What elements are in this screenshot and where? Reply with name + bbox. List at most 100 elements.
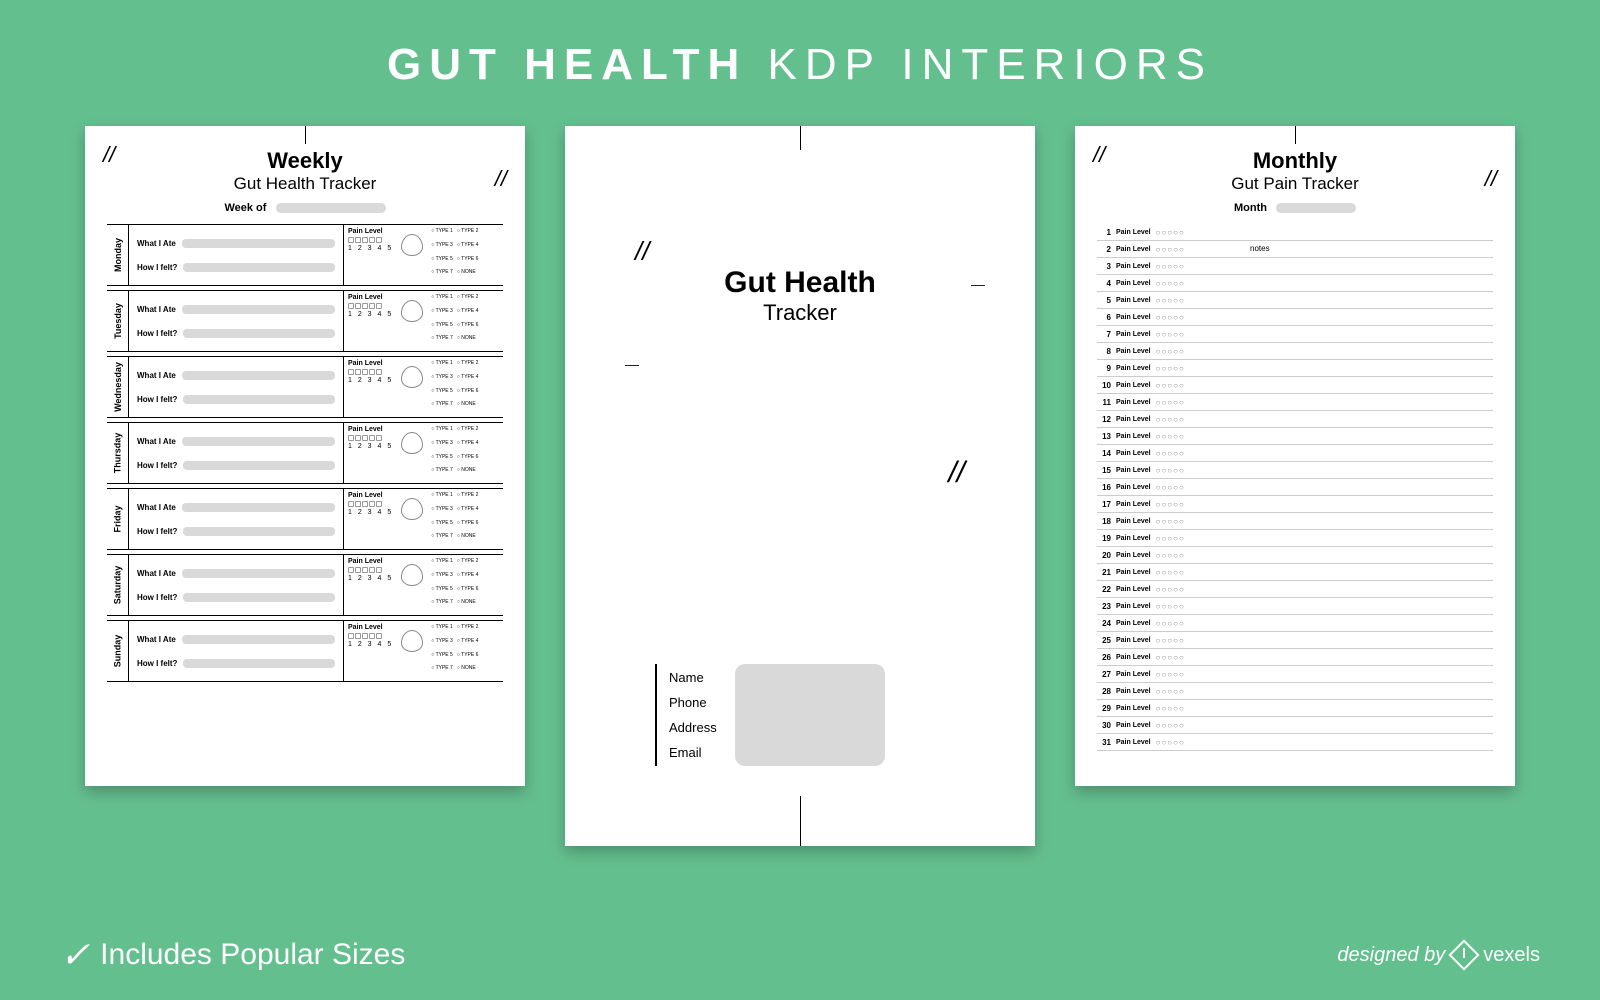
dash-icon: — <box>971 276 985 292</box>
poop-icon <box>401 234 423 256</box>
day-mid: What I Ate How I felt? <box>129 621 343 681</box>
day-right: Pain Level 1 2 3 4 5 TYPE 1TYPE 2TYPE 3T… <box>343 555 503 615</box>
weekly-title-rest: Gut Health Tracker <box>107 174 503 194</box>
brand-name: vexels <box>1483 944 1540 967</box>
slash-icon: // <box>635 236 649 267</box>
day-label: Thursday <box>107 423 129 483</box>
monthly-day-row: 8Pain Level○○○○○ <box>1097 343 1493 360</box>
day-label: Sunday <box>107 621 129 681</box>
monthly-day-row: 21Pain Level○○○○○ <box>1097 564 1493 581</box>
monthly-day-row: 20Pain Level○○○○○ <box>1097 547 1493 564</box>
monthly-page: // // Monthly Gut Pain Tracker Month not… <box>1075 126 1515 786</box>
vexels-logo-icon <box>1449 939 1480 970</box>
monthly-day-row: 18Pain Level○○○○○ <box>1097 513 1493 530</box>
footer-right: designed by vexels <box>1337 944 1540 967</box>
monthly-title-bold: Monthly <box>1097 148 1493 174</box>
monthly-day-row: 23Pain Level○○○○○ <box>1097 598 1493 615</box>
monthly-day-row: 15Pain Level○○○○○ <box>1097 462 1493 479</box>
cover-field-label: Address <box>669 720 717 735</box>
cover-title-rest: Tracker <box>595 300 1005 326</box>
monthly-day-row: 13Pain Level○○○○○ <box>1097 428 1493 445</box>
banner-title-bold: GUT HEALTH <box>387 40 747 89</box>
weekly-day-row: Wednesday What I Ate How I felt? Pain Le… <box>107 356 503 418</box>
weekly-page: // // Weekly Gut Health Tracker Week of … <box>85 126 525 786</box>
day-label: Saturday <box>107 555 129 615</box>
footer-popular: Popular Sizes <box>212 938 405 971</box>
monthly-day-row: 10Pain Level○○○○○ <box>1097 377 1493 394</box>
cover-field-label: Email <box>669 745 717 760</box>
monthly-day-row: 6Pain Level○○○○○ <box>1097 309 1493 326</box>
weekly-day-row: Saturday What I Ate How I felt? Pain Lev… <box>107 554 503 616</box>
poop-icon <box>401 366 423 388</box>
monthly-day-row: 28Pain Level○○○○○ <box>1097 683 1493 700</box>
day-label: Monday <box>107 225 129 285</box>
month-row: Month <box>1097 202 1493 214</box>
week-of-row: Week of <box>107 202 503 214</box>
day-right: Pain Level 1 2 3 4 5 TYPE 1TYPE 2TYPE 3T… <box>343 423 503 483</box>
day-right: Pain Level 1 2 3 4 5 TYPE 1TYPE 2TYPE 3T… <box>343 621 503 681</box>
day-right: Pain Level 1 2 3 4 5 TYPE 1TYPE 2TYPE 3T… <box>343 357 503 417</box>
day-label: Tuesday <box>107 291 129 351</box>
day-mid: What I Ate How I felt? <box>129 423 343 483</box>
day-right: Pain Level 1 2 3 4 5 TYPE 1TYPE 2TYPE 3T… <box>343 225 503 285</box>
cover-blank-box <box>735 664 885 766</box>
banner-title-rest: KDP INTERIORS <box>747 40 1213 89</box>
cover-page: // — // — Gut Health Tracker NamePhoneAd… <box>565 126 1035 846</box>
monthly-day-row: 9Pain Level○○○○○ <box>1097 360 1493 377</box>
slash-icon: // <box>495 166 507 192</box>
day-mid: What I Ate How I felt? <box>129 291 343 351</box>
monthly-day-row: 11Pain Level○○○○○ <box>1097 394 1493 411</box>
day-mid: What I Ate How I felt? <box>129 489 343 549</box>
notes-label: notes <box>1250 244 1270 253</box>
footer-left: ✓ Includes Popular Sizes <box>60 934 405 976</box>
tick-icon <box>1295 126 1296 144</box>
monthly-day-row: 1Pain Level○○○○○ <box>1097 224 1493 241</box>
monthly-day-row: 14Pain Level○○○○○ <box>1097 445 1493 462</box>
cover-field-label: Phone <box>669 695 717 710</box>
monthly-day-row: 24Pain Level○○○○○ <box>1097 615 1493 632</box>
weekly-day-row: Tuesday What I Ate How I felt? Pain Leve… <box>107 290 503 352</box>
check-icon: ✓ <box>60 934 90 976</box>
monthly-day-row: 26Pain Level○○○○○ <box>1097 649 1493 666</box>
weekly-day-row: Sunday What I Ate How I felt? Pain Level… <box>107 620 503 682</box>
monthly-day-row: 7Pain Level○○○○○ <box>1097 326 1493 343</box>
monthly-day-row: 16Pain Level○○○○○ <box>1097 479 1493 496</box>
monthly-day-row: 3Pain Level○○○○○ <box>1097 258 1493 275</box>
monthly-day-row: 27Pain Level○○○○○ <box>1097 666 1493 683</box>
cover-fields: Name Phone Address Email <box>655 664 717 766</box>
week-of-label: Week of <box>224 202 266 214</box>
day-mid: What I Ate How I felt? <box>129 555 343 615</box>
monthly-day-row: 25Pain Level○○○○○ <box>1097 632 1493 649</box>
monthly-day-row: 30Pain Level○○○○○ <box>1097 717 1493 734</box>
monthly-day-row: 29Pain Level○○○○○ <box>1097 700 1493 717</box>
poop-icon <box>401 564 423 586</box>
designed-by: designed by <box>1337 944 1445 967</box>
tick-icon <box>800 796 801 846</box>
monthly-day-row: 22Pain Level○○○○○ <box>1097 581 1493 598</box>
monthly-day-row: 19Pain Level○○○○○ <box>1097 530 1493 547</box>
banner-title: GUT HEALTH KDP INTERIORS <box>60 40 1540 90</box>
slash-icon: // <box>1485 166 1497 192</box>
slash-icon: // <box>103 142 115 168</box>
cover-info: Name Phone Address Email <box>655 664 885 766</box>
weekly-day-row: Thursday What I Ate How I felt? Pain Lev… <box>107 422 503 484</box>
slash-icon: // <box>1093 142 1105 168</box>
poop-icon <box>401 300 423 322</box>
day-mid: What I Ate How I felt? <box>129 357 343 417</box>
poop-icon <box>401 498 423 520</box>
dash-icon: — <box>625 356 639 372</box>
tick-icon <box>800 126 801 150</box>
cover-field-label: Name <box>669 670 717 685</box>
monthly-day-row: 4Pain Level○○○○○ <box>1097 275 1493 292</box>
footer-includes: Includes <box>100 938 212 971</box>
month-label: Month <box>1234 202 1267 214</box>
month-blank <box>1276 203 1356 213</box>
pages-row: // // Weekly Gut Health Tracker Week of … <box>60 126 1540 846</box>
monthly-day-row: 17Pain Level○○○○○ <box>1097 496 1493 513</box>
monthly-day-row: 5Pain Level○○○○○ <box>1097 292 1493 309</box>
cover-title: Gut Health Tracker <box>595 266 1005 326</box>
weekly-rows: Monday What I Ate How I felt? Pain Level… <box>107 224 503 682</box>
cover-title-bold: Gut Health <box>595 266 1005 300</box>
footer: ✓ Includes Popular Sizes designed by vex… <box>60 934 1540 976</box>
week-of-blank <box>276 203 386 213</box>
